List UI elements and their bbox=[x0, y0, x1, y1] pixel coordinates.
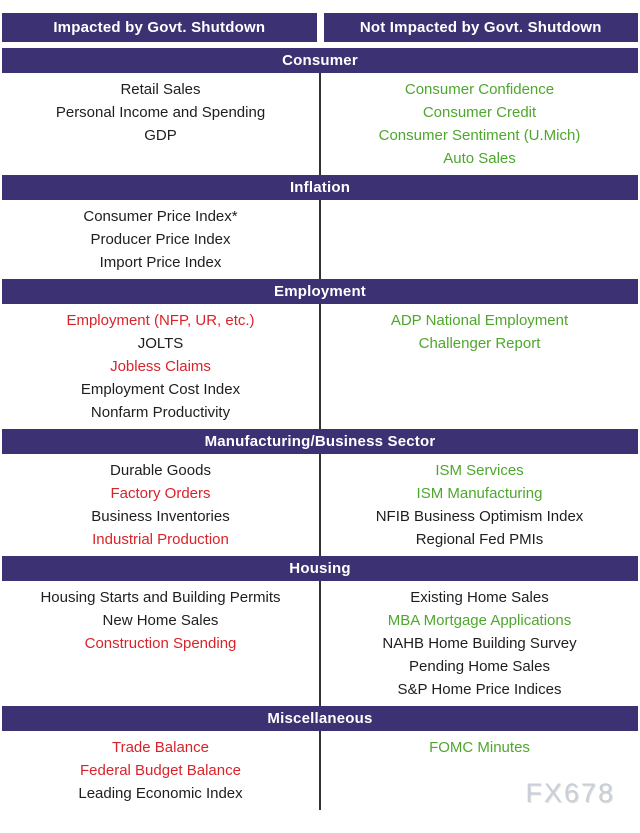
indicator-item: Existing Home Sales bbox=[410, 589, 549, 606]
not-impacted-column-miscellaneous: FOMC Minutes bbox=[321, 731, 638, 810]
indicator-item: Employment Cost Index bbox=[80, 381, 241, 398]
indicator-item: Consumer Confidence bbox=[404, 81, 555, 98]
indicator-item: Jobless Claims bbox=[110, 358, 211, 375]
indicator-item: Challenger Report bbox=[418, 335, 541, 352]
column-divider bbox=[319, 731, 321, 810]
not-impacted-column-inflation bbox=[321, 200, 638, 279]
indicator-item: S&P Home Price Indices bbox=[397, 681, 562, 698]
impacted-column-consumer: Retail Sales Personal Income and Spending… bbox=[2, 73, 319, 175]
shutdown-impact-table: Impacted by Govt. Shutdown Not Impacted … bbox=[2, 13, 638, 810]
fx678-watermark: FX678 bbox=[525, 778, 615, 808]
not-impacted-column-consumer: Consumer Confidence Consumer Credit Consum… bbox=[321, 73, 638, 175]
indicator-item: Consumer Sentiment (U.Mich) bbox=[378, 127, 581, 144]
section-header-housing: Housing bbox=[2, 556, 638, 581]
section-header-inflation: Inflation bbox=[2, 175, 638, 200]
indicator-item: ISM Manufacturing bbox=[416, 485, 543, 502]
not-impacted-column-employment: ADP National Employment Challenger Report bbox=[321, 304, 638, 429]
indicator-item: NAHB Home Building Survey bbox=[382, 635, 577, 652]
not-impacted-column-manufacturing-business-sector: ISM Services ISM Manufacturing NFIB Busine… bbox=[321, 454, 638, 556]
impacted-column-inflation: Consumer Price Index* Producer Price Inde… bbox=[2, 200, 319, 279]
indicator-item: GDP bbox=[144, 127, 177, 144]
impacted-column-manufacturing-business-sector: Durable Goods Factory Orders Business Inve… bbox=[2, 454, 319, 556]
indicator-item: Housing Starts and Building Permits bbox=[40, 589, 281, 606]
indicator-item: Auto Sales bbox=[443, 150, 516, 167]
indicator-item: Leading Economic Index bbox=[78, 785, 243, 802]
indicator-item: FOMC Minutes bbox=[429, 739, 530, 756]
section-content-employment: Employment (NFP, UR, etc.) JOLTS Jobless C… bbox=[2, 304, 638, 429]
indicator-item: NFIB Business Optimism Index bbox=[375, 508, 584, 525]
impacted-column-housing: Housing Starts and Building Permits New H… bbox=[2, 581, 319, 706]
column-header-not-impacted: Not Impacted by Govt. Shutdown bbox=[323, 13, 638, 42]
column-divider bbox=[319, 454, 321, 556]
indicator-item: Trade Balance bbox=[111, 739, 209, 756]
section-content-miscellaneous: Trade Balance Federal Budget Balance Leadi… bbox=[2, 731, 638, 810]
indicator-item: Producer Price Index bbox=[90, 231, 231, 248]
indicator-item: ADP National Employment bbox=[390, 312, 569, 329]
column-divider bbox=[319, 200, 321, 279]
column-divider bbox=[319, 73, 321, 175]
column-divider bbox=[319, 304, 321, 429]
indicator-item: MBA Mortgage Applications bbox=[387, 612, 572, 629]
impacted-column-employment: Employment (NFP, UR, etc.) JOLTS Jobless C… bbox=[2, 304, 319, 429]
column-divider bbox=[319, 581, 321, 706]
indicator-item: Factory Orders bbox=[110, 485, 211, 502]
indicator-item: Import Price Index bbox=[99, 254, 222, 271]
indicator-item: Regional Fed PMIs bbox=[415, 531, 544, 548]
indicator-item: Consumer Price Index* bbox=[83, 208, 238, 225]
section-content-inflation: Consumer Price Index* Producer Price Inde… bbox=[2, 200, 638, 279]
indicator-item: Personal Income and Spending bbox=[55, 104, 266, 121]
indicator-item: Employment (NFP, UR, etc.) bbox=[66, 312, 255, 329]
indicator-item: Consumer Credit bbox=[422, 104, 537, 121]
section-content-consumer: Retail Sales Personal Income and Spending… bbox=[2, 73, 638, 175]
indicator-item: New Home Sales bbox=[102, 612, 219, 629]
indicator-item: Pending Home Sales bbox=[409, 658, 550, 675]
section-header-consumer: Consumer bbox=[2, 48, 638, 73]
impacted-column-miscellaneous: Trade Balance Federal Budget Balance Leadi… bbox=[2, 731, 319, 810]
column-header-impacted: Impacted by Govt. Shutdown bbox=[2, 13, 317, 42]
indicator-item: Construction Spending bbox=[84, 635, 237, 652]
indicator-item: ISM Services bbox=[435, 462, 524, 479]
indicator-item: JOLTS bbox=[137, 335, 184, 352]
indicator-item: Federal Budget Balance bbox=[80, 762, 241, 779]
section-header-employment: Employment bbox=[2, 279, 638, 304]
indicator-item: Industrial Production bbox=[92, 531, 229, 548]
indicator-item: Durable Goods bbox=[110, 462, 211, 479]
section-content-manufacturing-business-sector: Durable Goods Factory Orders Business Inve… bbox=[2, 454, 638, 556]
indicator-item: Nonfarm Productivity bbox=[90, 404, 231, 421]
sections-container: Consumer Retail Sales Personal Income and … bbox=[2, 48, 638, 810]
section-content-housing: Housing Starts and Building Permits New H… bbox=[2, 581, 638, 706]
column-header-row: Impacted by Govt. Shutdown Not Impacted … bbox=[2, 13, 638, 42]
section-header-miscellaneous: Miscellaneous bbox=[2, 706, 638, 731]
indicator-item: Retail Sales bbox=[120, 81, 201, 98]
indicator-item: Business Inventories bbox=[91, 508, 230, 525]
section-header-manufacturing-business-sector: Manufacturing/Business Sector bbox=[2, 429, 638, 454]
not-impacted-column-housing: Existing Home Sales MBA Mortgage Applicat… bbox=[321, 581, 638, 706]
